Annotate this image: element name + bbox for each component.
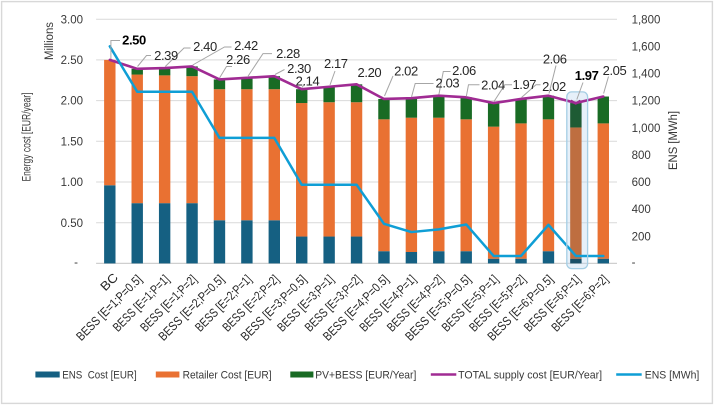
svg-text:ENS Cost [EUR]: ENS Cost [EUR]: [62, 369, 137, 381]
svg-text:1,400: 1,400: [632, 69, 661, 81]
svg-text:Millions: Millions: [44, 22, 56, 60]
svg-text:0.50: 0.50: [61, 218, 83, 230]
svg-text:2.03: 2.03: [436, 76, 460, 91]
svg-text:2.30: 2.30: [287, 61, 311, 76]
svg-text:1.50: 1.50: [61, 136, 83, 148]
svg-text:ENS [MWh]: ENS [MWh]: [668, 111, 680, 170]
svg-text:1.00: 1.00: [61, 177, 83, 189]
svg-text:2.00: 2.00: [61, 96, 83, 108]
svg-text:2.50: 2.50: [122, 33, 146, 48]
svg-text:2.17: 2.17: [324, 56, 348, 71]
svg-text:1,000: 1,000: [632, 123, 661, 135]
svg-text:2.50: 2.50: [61, 55, 83, 67]
svg-text:2.26: 2.26: [226, 52, 250, 67]
svg-text:2.28: 2.28: [276, 46, 300, 61]
svg-text:1,600: 1,600: [632, 41, 661, 53]
svg-text:2.39: 2.39: [154, 48, 178, 63]
svg-text:2.40: 2.40: [193, 39, 217, 54]
svg-text:600: 600: [632, 177, 651, 189]
svg-text:2.20: 2.20: [358, 65, 382, 80]
svg-text:1.97: 1.97: [575, 68, 599, 83]
svg-text:2.02: 2.02: [394, 64, 418, 79]
svg-text:-: -: [632, 257, 636, 269]
svg-text:2.05: 2.05: [603, 63, 627, 78]
svg-text:PV+BESS [EUR/Year]: PV+BESS [EUR/Year]: [315, 369, 416, 381]
svg-text:Retailer Cost [EUR]: Retailer Cost [EUR]: [183, 369, 272, 381]
svg-text:-: -: [74, 257, 78, 269]
svg-text:2.42: 2.42: [234, 38, 258, 53]
svg-text:2.02: 2.02: [542, 79, 566, 94]
svg-text:2.06: 2.06: [452, 63, 476, 78]
svg-text:1.97: 1.97: [512, 77, 536, 92]
svg-text:400: 400: [632, 204, 651, 216]
svg-text:Energy cost [EUR/year]: Energy cost [EUR/year]: [22, 93, 34, 182]
svg-text:1,800: 1,800: [632, 14, 661, 26]
svg-text:TOTAL supply cost [EUR/Year]: TOTAL supply cost [EUR/Year]: [458, 369, 602, 381]
svg-text:2.14: 2.14: [296, 73, 320, 88]
svg-text:800: 800: [632, 150, 651, 162]
svg-text:ENS [MWh]: ENS [MWh]: [645, 369, 700, 381]
svg-text:200: 200: [632, 231, 651, 243]
svg-text:2.04: 2.04: [481, 77, 505, 92]
svg-text:1,200: 1,200: [632, 96, 661, 108]
svg-text:3.00: 3.00: [61, 14, 83, 26]
svg-text:2.06: 2.06: [543, 52, 567, 67]
